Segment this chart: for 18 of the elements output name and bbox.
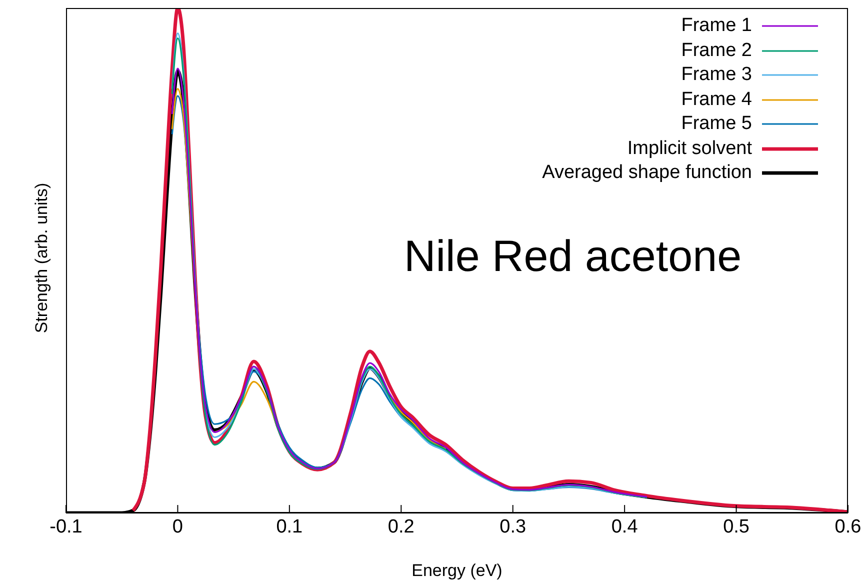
x-tick-label: 0.1 <box>276 516 303 538</box>
legend-label: Averaged shape function <box>542 161 752 185</box>
x-tick-label: 0.4 <box>611 516 638 538</box>
legend-label: Frame 1 <box>681 14 752 38</box>
x-tick-label: -0.1 <box>50 516 82 538</box>
x-tick-label: 0.5 <box>723 516 750 538</box>
legend-label: Frame 2 <box>681 38 752 62</box>
legend-label: Frame 4 <box>681 88 752 112</box>
y-axis-title: Strength (arb. units) <box>32 182 52 334</box>
x-tick-label: 0.2 <box>388 516 414 538</box>
x-tick-label: 0 <box>172 516 184 538</box>
legend-label: Implicit solvent <box>627 136 752 160</box>
legend-label: Frame 5 <box>681 112 752 136</box>
x-tick-label: 0.6 <box>834 516 862 538</box>
x-tick-label: 0.3 <box>500 516 526 538</box>
annotation: Nile Red acetone <box>404 232 742 282</box>
x-axis-title: Energy (eV) <box>412 561 502 580</box>
legend-label: Frame 3 <box>681 63 752 87</box>
